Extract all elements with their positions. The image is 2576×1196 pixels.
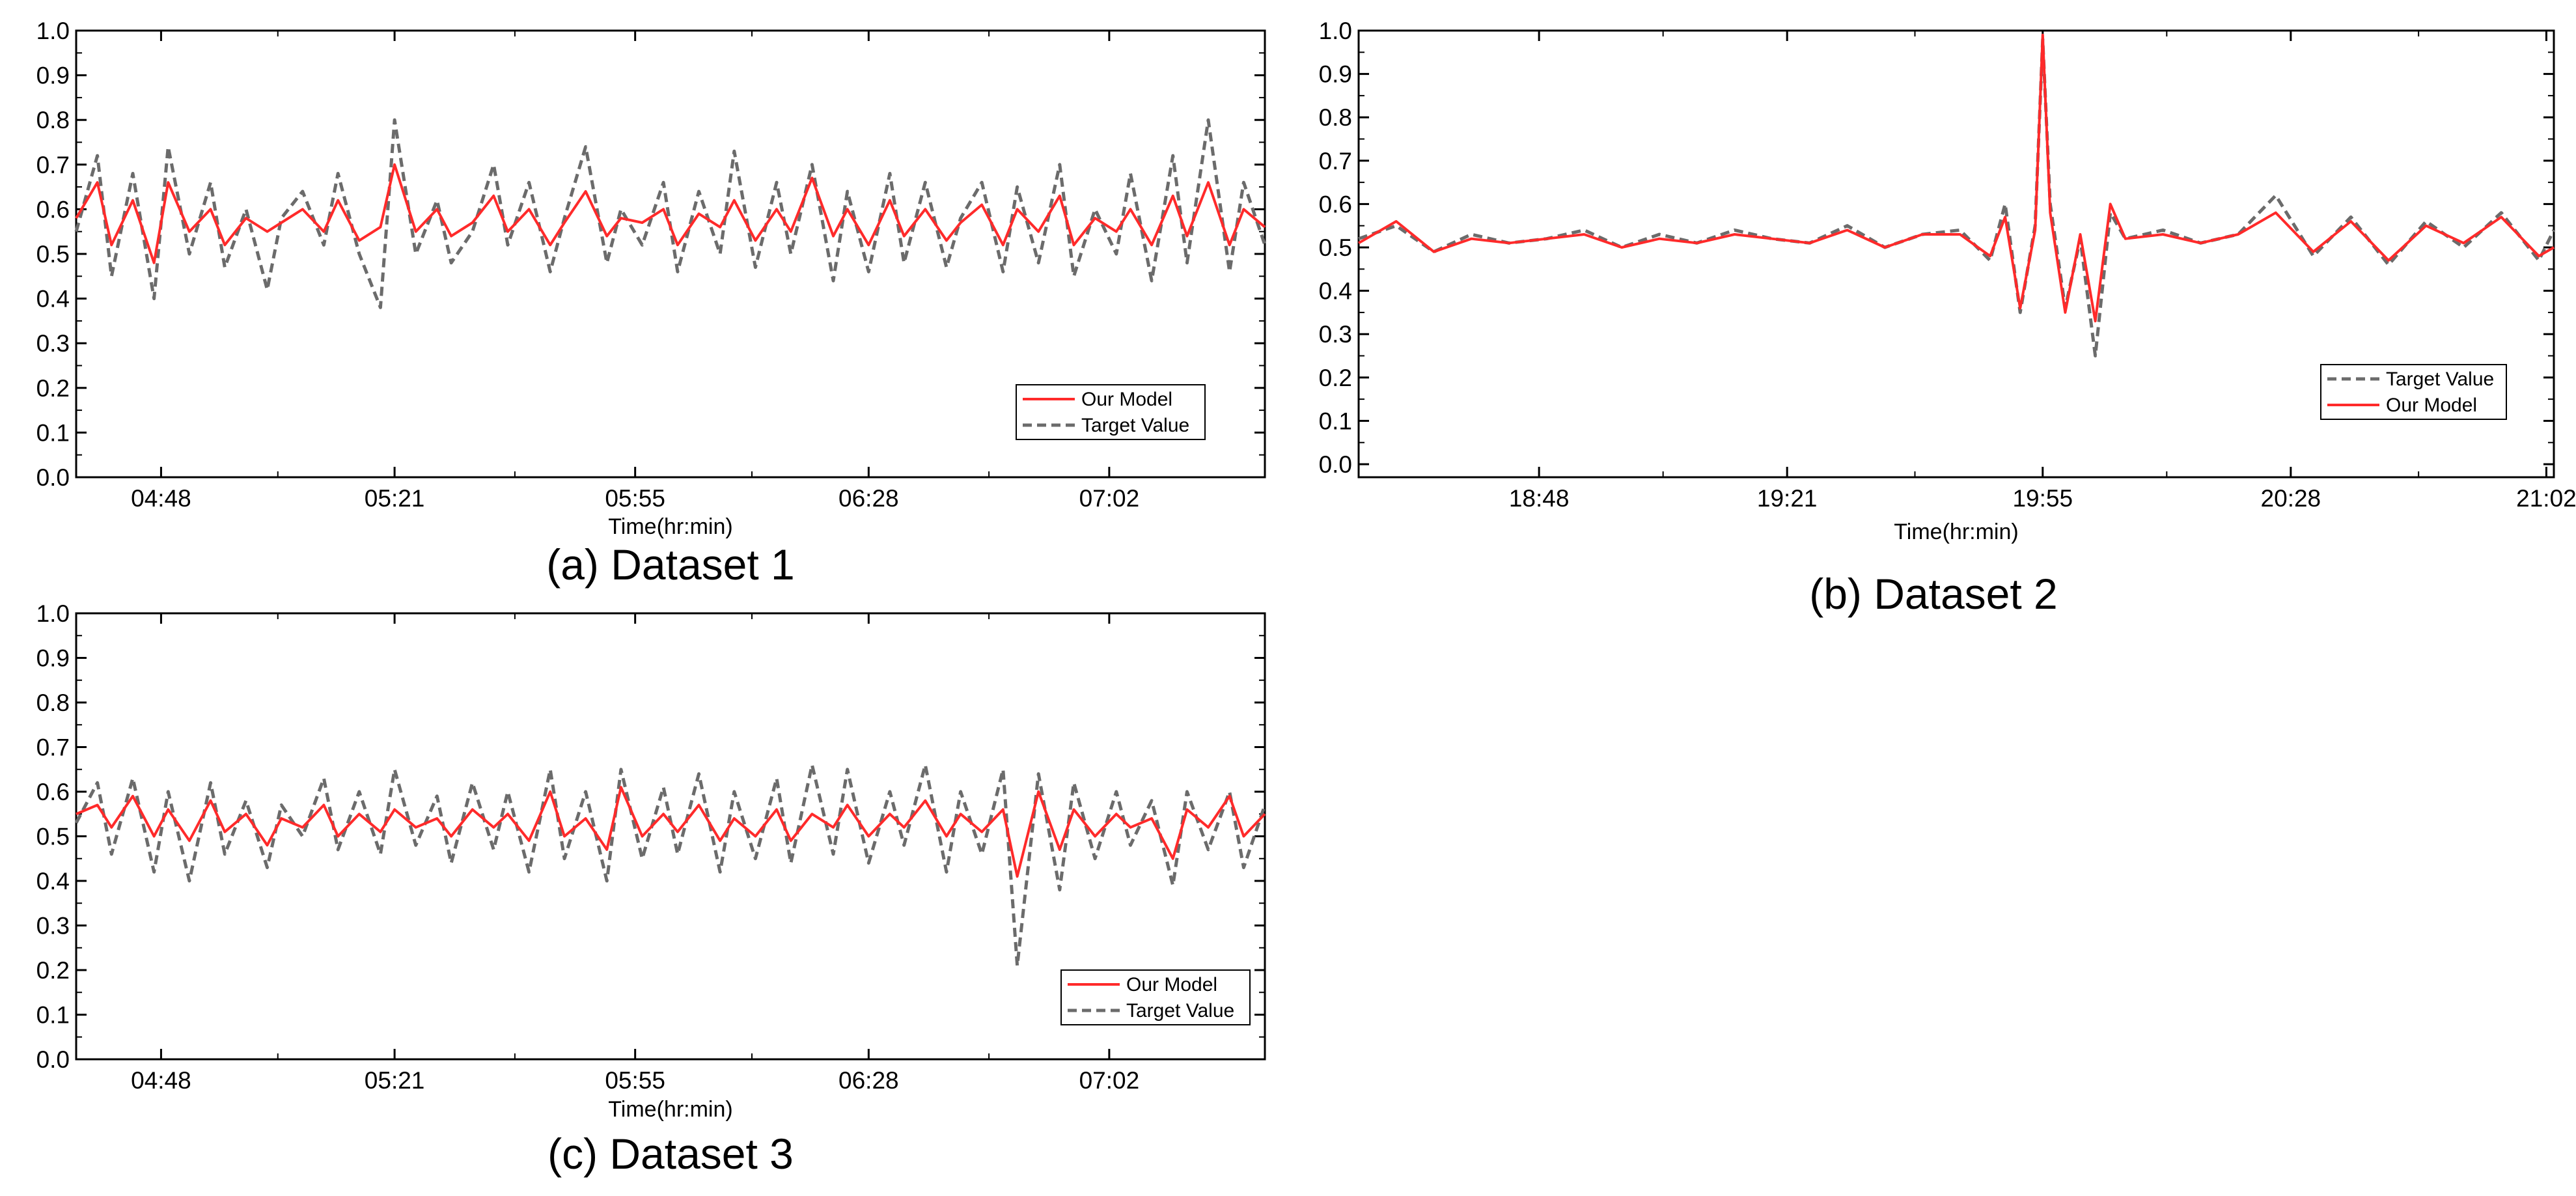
panel-caption: (b) Dataset 2: [1809, 570, 2058, 618]
legend-label: Our Model: [2386, 395, 2477, 416]
y-tick-label: 0.6: [1319, 191, 1352, 217]
x-tick-label: 18:48: [1509, 485, 1570, 512]
series-line-our-model: [76, 786, 1266, 878]
x-axis-title: Time(hr:min): [608, 514, 732, 539]
y-tick-label: 0.9: [1319, 61, 1352, 88]
x-tick-label: 04:48: [131, 1067, 191, 1094]
x-tick-label: 05:21: [365, 1067, 425, 1094]
y-tick-label: 0.2: [36, 375, 70, 402]
legend-label: Target Value: [1126, 1000, 1234, 1022]
y-tick-label: 0.0: [36, 1046, 70, 1073]
x-tick-label: 05:55: [605, 1067, 665, 1094]
y-tick-label: 0.2: [36, 957, 70, 984]
x-tick-label: 07:02: [1079, 485, 1140, 512]
y-tick-label: 0.5: [36, 241, 70, 268]
legend-label: Our Model: [1126, 974, 1217, 995]
y-tick-label: 0.6: [36, 196, 70, 223]
y-tick-label: 0.0: [1319, 451, 1352, 478]
y-axis: 0.0 0.1 0.2 0.3 0.4 0.5 0.6 0.7 0.8 0.9 1.0: [36, 18, 1265, 491]
panel-dataset-2: 0.0 0.1 0.2 0.3 0.4 0.5 0.6 0.7 0.8 0.9 1.0 18:48 19…: [1319, 18, 2576, 618]
y-tick-label: 0.0: [36, 464, 70, 491]
x-axis: 04:48 05:21 05:55 06:28 07:02: [131, 613, 1139, 1094]
y-axis: 0.0 0.1 0.2 0.3 0.4 0.5 0.6 0.7 0.8 0.9 1.0: [36, 600, 1265, 1073]
series-line-our-model: [1358, 33, 2555, 323]
legend-label: Target Value: [2386, 369, 2494, 390]
y-tick-label: 0.3: [1319, 321, 1352, 348]
x-tick-label: 05:21: [365, 485, 425, 512]
y-tick-label: 0.8: [36, 689, 70, 716]
y-tick-label: 0.1: [1319, 408, 1352, 434]
x-tick-label: 19:21: [1757, 485, 1818, 512]
x-axis-title: Time(hr:min): [1894, 520, 2018, 544]
y-tick-label: 0.5: [36, 824, 70, 850]
y-tick-label: 1.0: [36, 18, 70, 44]
panel-dataset-3: 0.0 0.1 0.2 0.3 0.4 0.5 0.6 0.7 0.8 0.9 1.0 04:48 05…: [36, 600, 1267, 1178]
legend: Our Model Target Value: [1016, 384, 1206, 440]
x-tick-label: 06:28: [838, 485, 899, 512]
y-tick-label: 0.5: [1319, 234, 1352, 261]
y-axis: 0.0 0.1 0.2 0.3 0.4 0.5 0.6 0.7 0.8 0.9 1.0: [1319, 18, 2554, 478]
y-tick-label: 0.7: [36, 734, 70, 761]
series-line-our-model: [75, 163, 1266, 264]
legend: Our Model Target Value: [1060, 969, 1251, 1025]
x-tick-label: 19:55: [2012, 485, 2073, 512]
y-tick-label: 0.4: [36, 286, 70, 313]
x-axis-title: Time(hr:min): [608, 1097, 732, 1122]
legend-box: [1060, 969, 1251, 1025]
y-tick-label: 0.8: [1319, 104, 1352, 131]
y-tick-label: 0.9: [36, 645, 70, 672]
x-tick-label: 06:28: [838, 1067, 899, 1094]
y-tick-label: 0.3: [36, 913, 70, 939]
legend: Target Value Our Model: [2320, 364, 2507, 420]
x-tick-label: 21:02: [2516, 485, 2576, 512]
x-axis: 04:48 05:21 05:55 06:28 07:02: [131, 31, 1139, 512]
x-tick-label: 07:02: [1079, 1067, 1140, 1094]
legend-label: Target Value: [1081, 415, 1189, 436]
y-tick-label: 0.7: [36, 152, 70, 178]
y-tick-label: 0.7: [1319, 148, 1352, 174]
legend-box: [2320, 364, 2507, 420]
panel-caption: (c) Dataset 3: [547, 1130, 794, 1178]
y-tick-label: 0.9: [36, 63, 70, 89]
series-line-target-value: [74, 763, 1267, 967]
y-tick-label: 1.0: [36, 600, 70, 627]
x-axis: 18:48 19:21 19:55 20:28 21:02: [1509, 31, 2576, 512]
y-tick-label: 0.2: [1319, 365, 1352, 391]
y-tick-label: 0.4: [36, 868, 70, 895]
x-tick-label: 20:28: [2261, 485, 2321, 512]
y-tick-label: 0.8: [36, 107, 70, 133]
legend-box: [1016, 384, 1206, 440]
y-tick-label: 1.0: [1319, 18, 1352, 44]
y-tick-label: 0.1: [36, 419, 70, 446]
y-tick-label: 0.6: [36, 779, 70, 805]
plot-frame: [1357, 29, 2555, 479]
x-tick-label: 05:55: [605, 485, 665, 512]
y-tick-label: 0.3: [36, 330, 70, 357]
legend-label: Our Model: [1081, 389, 1172, 410]
y-tick-label: 0.4: [1319, 278, 1352, 305]
x-tick-label: 04:48: [131, 485, 191, 512]
panel-dataset-1: 0.0 0.1 0.2 0.3 0.4 0.5 0.6 0.7 0.8 0.9 1.0 04:48 05…: [36, 18, 1267, 589]
panel-caption: (a) Dataset 1: [546, 540, 795, 589]
y-tick-label: 0.1: [36, 1002, 70, 1029]
